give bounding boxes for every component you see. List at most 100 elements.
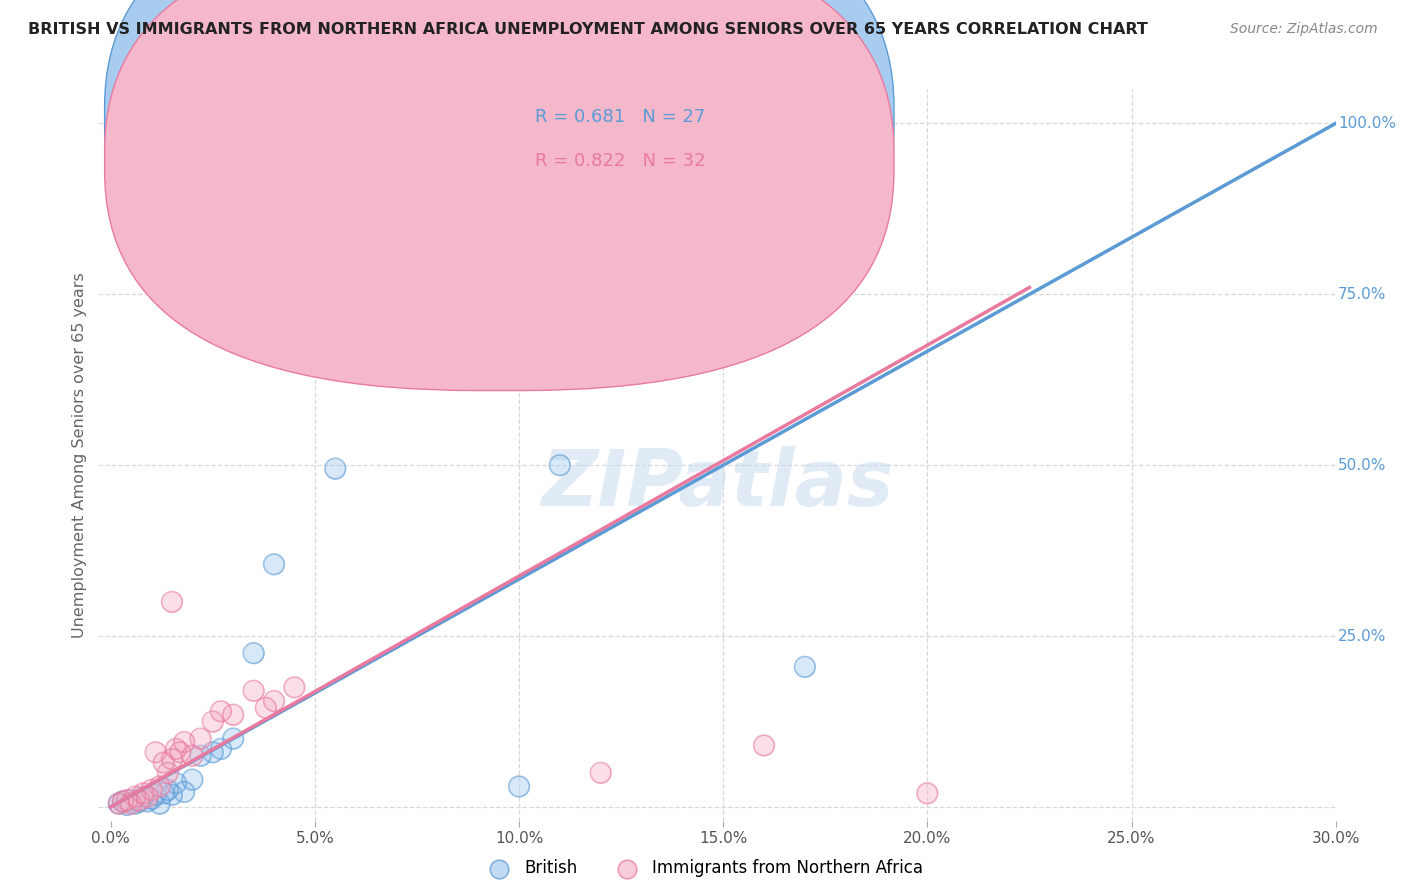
Point xyxy=(111,795,134,809)
Point xyxy=(917,786,939,800)
Point xyxy=(149,797,172,811)
Point xyxy=(152,756,174,770)
Point xyxy=(201,714,224,729)
Point xyxy=(120,793,142,807)
Point xyxy=(209,704,232,718)
Point xyxy=(152,786,174,800)
Point xyxy=(132,789,155,804)
Point xyxy=(447,263,470,277)
Point xyxy=(160,788,183,802)
Point xyxy=(169,745,191,759)
Text: ZIPatlas: ZIPatlas xyxy=(541,446,893,522)
Point xyxy=(160,752,183,766)
Point xyxy=(132,786,155,800)
Point xyxy=(752,739,775,753)
Point xyxy=(108,797,131,811)
Point xyxy=(128,795,150,809)
Point xyxy=(132,786,155,800)
Point xyxy=(263,558,285,572)
Point xyxy=(190,731,212,746)
Point xyxy=(108,797,131,811)
Point xyxy=(201,745,224,759)
Point xyxy=(124,789,146,804)
Point xyxy=(149,797,172,811)
FancyBboxPatch shape xyxy=(104,0,894,347)
Point xyxy=(160,752,183,766)
Point xyxy=(136,789,159,804)
Point xyxy=(115,797,138,812)
Point xyxy=(447,263,470,277)
Y-axis label: Unemployment Among Seniors over 65 years: Unemployment Among Seniors over 65 years xyxy=(72,272,87,638)
Point xyxy=(190,731,212,746)
Point xyxy=(111,795,134,809)
Point xyxy=(364,267,387,281)
Point xyxy=(165,742,187,756)
Point xyxy=(254,701,277,715)
Point xyxy=(141,783,163,797)
Point xyxy=(190,748,212,763)
Point xyxy=(128,795,150,809)
Point xyxy=(242,646,264,660)
Point xyxy=(136,789,159,804)
Point xyxy=(283,681,305,695)
Point xyxy=(128,793,150,807)
Text: 25.0%: 25.0% xyxy=(1339,629,1386,643)
Point xyxy=(165,776,187,790)
Point xyxy=(120,797,142,811)
Point xyxy=(149,780,172,794)
Point xyxy=(201,745,224,759)
Point xyxy=(254,701,277,715)
Point xyxy=(141,791,163,805)
Point xyxy=(165,776,187,790)
Point xyxy=(160,788,183,802)
Point xyxy=(108,797,131,811)
Point xyxy=(128,793,150,807)
Legend: British, Immigrants from Northern Africa: British, Immigrants from Northern Africa xyxy=(475,853,931,884)
Point xyxy=(508,780,530,794)
Point xyxy=(152,786,174,800)
Point xyxy=(283,681,305,695)
Point xyxy=(917,786,939,800)
Text: R = 0.681   N = 27: R = 0.681 N = 27 xyxy=(536,108,706,126)
Point xyxy=(152,756,174,770)
Point xyxy=(145,745,167,759)
Point xyxy=(209,742,232,756)
Point xyxy=(115,793,138,807)
Point xyxy=(209,704,232,718)
Text: Source: ZipAtlas.com: Source: ZipAtlas.com xyxy=(1230,22,1378,37)
Point xyxy=(190,748,212,763)
Text: R = 0.822   N = 32: R = 0.822 N = 32 xyxy=(536,152,706,169)
Point xyxy=(173,785,195,799)
Text: 50.0%: 50.0% xyxy=(1339,458,1386,473)
Point xyxy=(156,783,179,797)
Point xyxy=(124,797,146,811)
Point xyxy=(209,742,232,756)
Point xyxy=(156,765,179,780)
Point xyxy=(136,795,159,809)
Point xyxy=(115,797,138,812)
Point xyxy=(156,783,179,797)
Point xyxy=(145,788,167,802)
Point xyxy=(156,765,179,780)
Point xyxy=(242,683,264,698)
Point xyxy=(173,735,195,749)
Text: 75.0%: 75.0% xyxy=(1339,286,1386,301)
Point xyxy=(222,707,245,722)
Point xyxy=(181,772,204,787)
Point xyxy=(173,785,195,799)
Point xyxy=(589,765,612,780)
Point xyxy=(124,797,146,811)
Point xyxy=(793,660,815,674)
Point xyxy=(242,683,264,698)
Point xyxy=(160,595,183,609)
Point xyxy=(263,694,285,708)
Point xyxy=(115,793,138,807)
Point xyxy=(201,714,224,729)
Point xyxy=(120,797,142,811)
Point xyxy=(323,461,346,475)
Point xyxy=(181,772,204,787)
Point xyxy=(145,788,167,802)
Point xyxy=(752,739,775,753)
Point xyxy=(173,735,195,749)
Point xyxy=(181,748,204,763)
